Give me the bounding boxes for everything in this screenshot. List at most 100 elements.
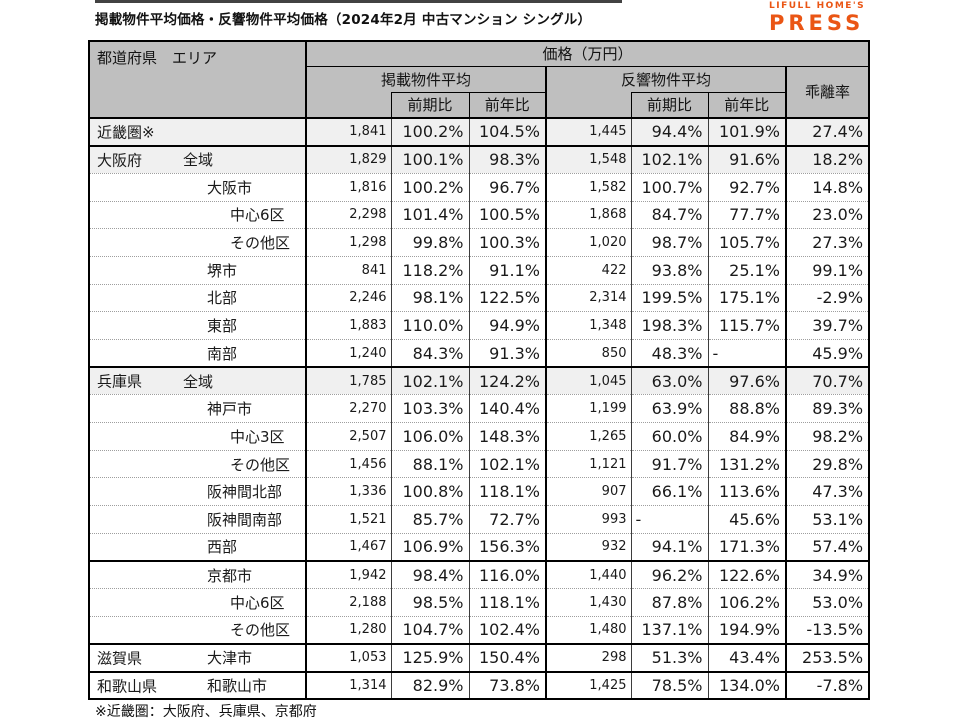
response-prev-period: 94.1% [631, 532, 709, 561]
window-edge-bar [95, 0, 622, 3]
response-prev-year: 106.2% [708, 588, 787, 617]
response-avg-price: 1,440 [546, 560, 632, 589]
row-label: 和歌山県 和歌山市 [89, 670, 307, 700]
area-name: 中心6区 [230, 594, 285, 613]
table-row: 東部 1,883 110.0% 94.9% 1,348 198.3% 115.7% 39.7% [89, 311, 870, 340]
area-name: 西部 [207, 538, 238, 557]
response-prev-period: 137.1% [631, 615, 709, 645]
listed-avg-price: 1,280 [306, 615, 392, 645]
area-name: 全域 [183, 151, 214, 170]
table-row: 西部 1,467 106.9% 156.3% 932 94.1% 171.3% 57.4% [89, 532, 870, 561]
listed-prev-period: 102.1% [391, 366, 470, 395]
table-header: 都道府県 エリア 価格（万円） 掲載物件平均 反響物件平均 乖離率 前期比 前年… [88, 40, 870, 119]
table-row: 中心6区 2,298 101.4% 100.5% 1,868 84.7% 77.7% 23.0… [89, 200, 870, 229]
area-name: 南部 [207, 344, 238, 363]
response-avg-price: 1,045 [546, 366, 632, 395]
deviation-rate: -13.5% [786, 615, 870, 645]
header-prefecture-area: 都道府県 エリア [88, 40, 307, 119]
header-price-group: 価格（万円） [305, 40, 870, 67]
response-avg-price: 422 [546, 255, 632, 285]
listed-prev-period: 98.4% [391, 560, 470, 589]
response-prev-period: 78.5% [631, 670, 709, 700]
area-name: 中心3区 [230, 427, 285, 446]
price-table-container: 都道府県 エリア 価格（万円） 掲載物件平均 反響物件平均 乖離率 前期比 前年… [88, 40, 871, 701]
listed-prev-period: 125.9% [391, 643, 470, 672]
header-listed-value-spacer [305, 92, 392, 119]
row-label: その他区 [89, 228, 307, 257]
logo-line-lifull-homes: LIFULL HOME'S [769, 1, 866, 11]
deviation-rate: 47.3% [786, 477, 870, 506]
listed-avg-price: 1,829 [306, 144, 392, 174]
row-label: 阪神間南部 [89, 505, 307, 534]
deviation-rate: 29.8% [786, 449, 870, 478]
listed-avg-price: 841 [306, 255, 392, 285]
listed-avg-price: 1,942 [306, 560, 392, 589]
listed-prev-year: 118.1% [469, 588, 547, 617]
deviation-rate: 253.5% [786, 643, 870, 672]
deviation-rate: 45.9% [786, 339, 870, 368]
row-label: 大阪府 全域 [89, 144, 307, 174]
listed-prev-period: 106.9% [391, 532, 470, 561]
listed-prev-year: 73.8% [469, 670, 547, 700]
deviation-rate: 27.4% [786, 117, 870, 146]
response-prev-period: 87.8% [631, 588, 709, 617]
listed-prev-year: 116.0% [469, 560, 547, 589]
listed-prev-year: 122.5% [469, 283, 547, 312]
deviation-rate: 53.1% [786, 505, 870, 534]
listed-prev-year: 156.3% [469, 532, 547, 561]
table-row: その他区 1,456 88.1% 102.1% 1,121 91.7% 131.2% 29.8… [89, 449, 870, 478]
prefecture-name: 和歌山県 [97, 677, 158, 696]
listed-prev-year: 72.7% [469, 505, 547, 534]
row-label: 兵庫県 全域 [89, 366, 307, 395]
listed-prev-year: 140.4% [469, 394, 547, 423]
prefecture-name: 兵庫県 [97, 372, 143, 391]
listed-prev-year: 102.1% [469, 449, 547, 478]
response-prev-year: 134.0% [708, 670, 787, 700]
response-prev-year: 194.9% [708, 615, 787, 645]
response-avg-price: 2,314 [546, 283, 632, 312]
listed-avg-price: 1,336 [306, 477, 392, 506]
response-prev-period: 93.8% [631, 255, 709, 285]
response-prev-period: 100.7% [631, 172, 709, 202]
response-prev-period: 198.3% [631, 311, 709, 340]
area-name: 全域 [183, 372, 214, 391]
response-avg-price: 1,430 [546, 588, 632, 617]
area-name: 京都市 [207, 566, 253, 585]
listed-avg-price: 1,521 [306, 505, 392, 534]
response-prev-period: 84.7% [631, 200, 709, 229]
area-name: 阪神間北部 [207, 483, 283, 502]
response-prev-year: 115.7% [708, 311, 787, 340]
listed-prev-period: 100.2% [391, 117, 470, 146]
response-prev-period: 199.5% [631, 283, 709, 312]
listed-avg-price: 1,841 [306, 117, 392, 146]
response-prev-period: 48.3% [631, 339, 709, 368]
deviation-rate: -7.8% [786, 670, 870, 700]
area-name: 東部 [207, 317, 238, 336]
response-prev-year: 43.4% [708, 643, 787, 672]
listed-prev-period: 100.2% [391, 172, 470, 202]
listed-avg-price: 1,816 [306, 172, 392, 202]
listed-prev-period: 85.7% [391, 505, 470, 534]
response-prev-period: 51.3% [631, 643, 709, 672]
listed-prev-period: 99.8% [391, 228, 470, 257]
listed-prev-year: 100.5% [469, 200, 547, 229]
area-name: 堺市 [207, 261, 238, 280]
prefecture-name: 近畿圏※ [97, 123, 155, 142]
row-label: 堺市 [89, 255, 307, 285]
row-label: 北部 [89, 283, 307, 312]
listed-avg-price: 2,188 [306, 588, 392, 617]
response-avg-price: 1,548 [546, 144, 632, 174]
response-prev-year: 88.8% [708, 394, 787, 423]
row-label: 京都市 [89, 560, 307, 589]
table-row: 和歌山県 和歌山市 1,314 82.9% 73.8% 1,425 78.5% 134.0% -… [89, 670, 870, 700]
area-name: その他区 [230, 455, 291, 474]
area-name: 大津市 [207, 649, 253, 668]
listed-prev-year: 91.3% [469, 339, 547, 368]
listed-prev-year: 124.2% [469, 366, 547, 395]
area-name: 神戸市 [207, 400, 253, 419]
header-deviation-rate: 乖離率 [784, 65, 870, 119]
response-avg-price: 1,265 [546, 422, 632, 451]
table-row: 南部 1,240 84.3% 91.3% 850 48.3% -45.9% [89, 339, 870, 368]
deviation-rate: 18.2% [786, 144, 870, 174]
response-prev-year: 131.2% [708, 449, 787, 478]
